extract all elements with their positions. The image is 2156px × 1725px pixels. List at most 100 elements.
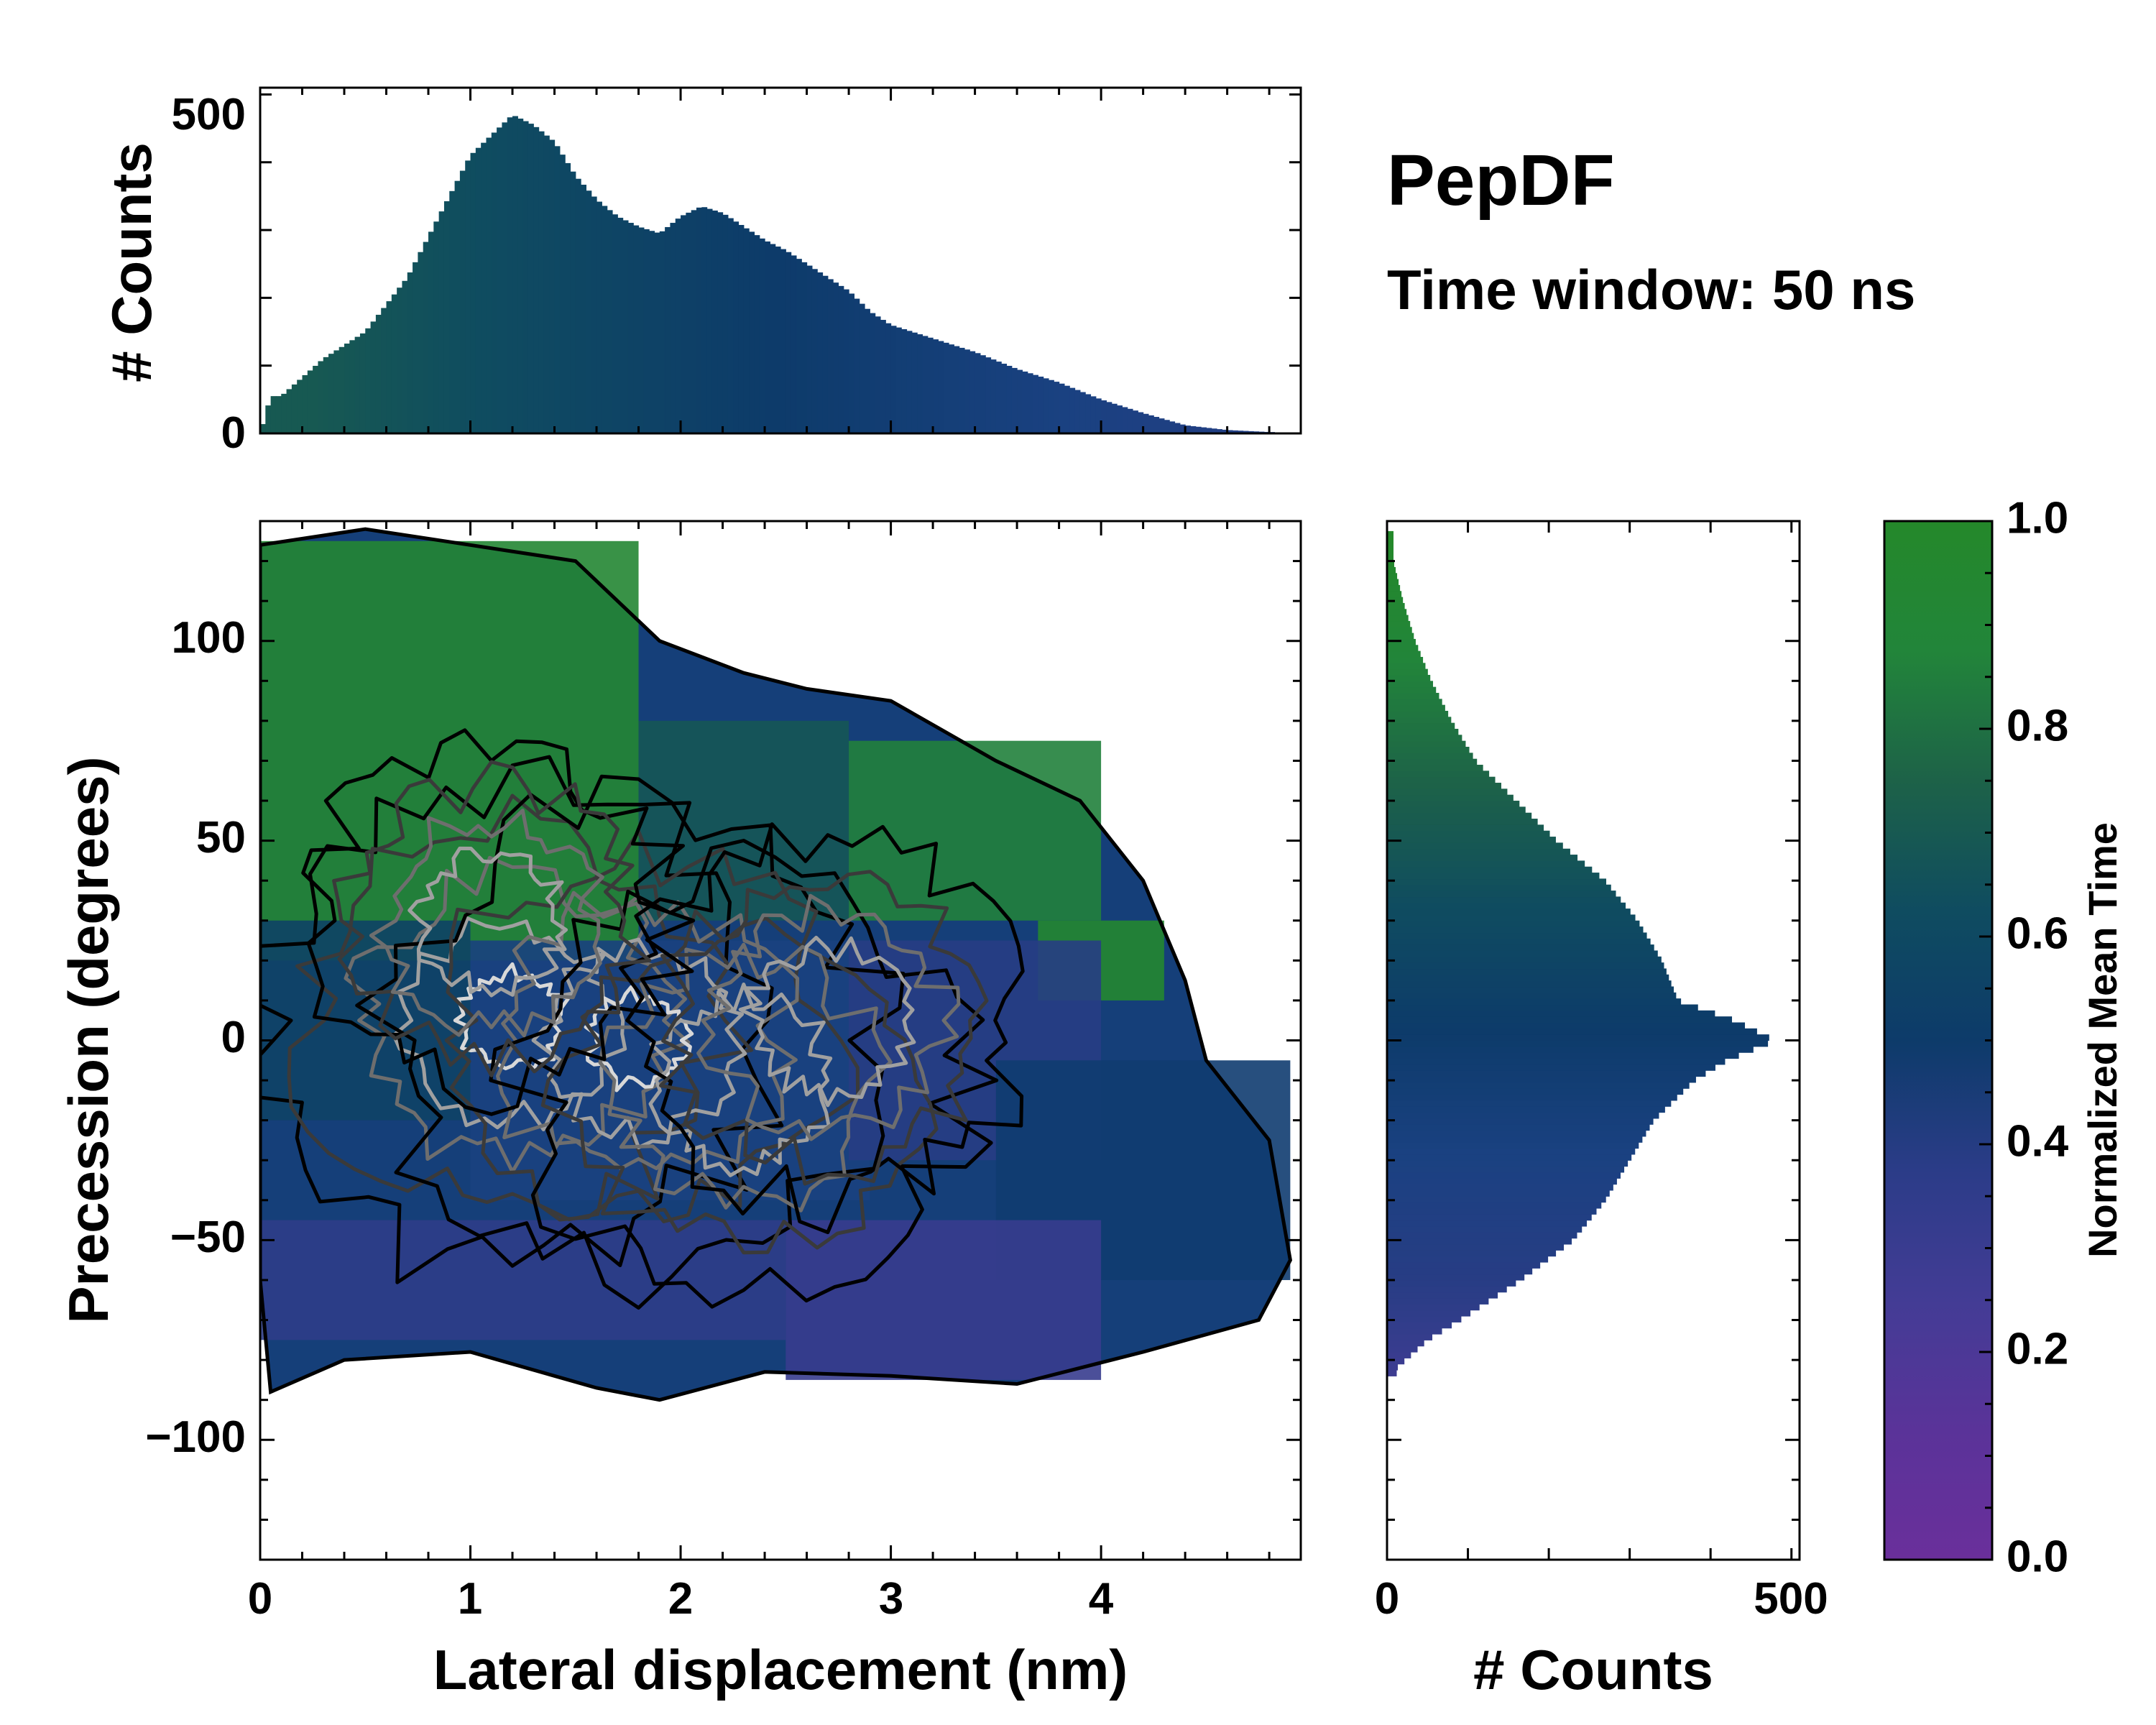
right-bar	[1387, 1279, 1516, 1287]
right-bar	[1387, 908, 1631, 916]
right-bar	[1387, 747, 1470, 753]
xtick-label-2: 2	[668, 1574, 693, 1624]
top-bar	[381, 308, 387, 433]
right-bar	[1387, 819, 1538, 825]
right-bar	[1387, 632, 1414, 640]
right-bar	[1387, 878, 1607, 886]
heatmap-region-1	[638, 720, 849, 921]
right-bar	[1387, 710, 1449, 717]
right-bar	[1387, 1250, 1557, 1257]
right-bar	[1387, 573, 1398, 580]
top-bar	[318, 361, 324, 433]
top-bar	[454, 180, 461, 433]
top-bar	[602, 206, 608, 433]
support-outline	[260, 527, 1293, 1402]
right-bar	[1387, 884, 1611, 891]
figure-subtitle: Time window: 50 ns	[1387, 258, 1915, 321]
colorbar-ticks	[1979, 520, 1992, 1561]
ytick-label-0: 0	[221, 1013, 246, 1062]
right-bar	[1387, 1268, 1533, 1275]
top-bar	[502, 122, 508, 433]
top-bar	[843, 289, 849, 433]
top-bar	[633, 225, 640, 433]
top-bar	[1106, 402, 1112, 433]
top-bar	[428, 231, 434, 433]
right-bar	[1387, 1148, 1636, 1155]
right-bar	[1387, 1196, 1606, 1203]
right-bar	[1387, 1292, 1498, 1299]
top-bar	[565, 162, 571, 434]
right-bar	[1387, 686, 1437, 694]
right-histogram: 0 500 # Counts	[1375, 520, 1828, 1701]
top-bar	[1232, 430, 1238, 433]
top-bar	[649, 231, 655, 433]
top-bar	[1138, 412, 1144, 433]
right-bar	[1387, 837, 1556, 843]
top-bar	[922, 336, 929, 433]
right-bar	[1387, 1238, 1572, 1245]
top-bar	[670, 223, 676, 433]
right-bar	[1387, 1333, 1433, 1340]
top-bar	[1074, 390, 1081, 433]
right-bar	[1387, 1220, 1587, 1227]
right-bar	[1387, 668, 1428, 676]
top-bar	[391, 294, 397, 433]
top-bar	[575, 178, 581, 433]
top-bar	[964, 349, 970, 433]
right-bar	[1387, 735, 1462, 742]
top-bar	[581, 184, 587, 433]
top-bar	[890, 326, 897, 433]
contour-peak-3-level-1	[659, 870, 989, 1186]
top-bar	[1211, 428, 1217, 433]
right-bar	[1387, 1070, 1706, 1077]
contour-peak-2-level-0	[489, 839, 999, 1309]
top-bar	[418, 252, 424, 433]
top-bar	[438, 211, 445, 433]
right-bar	[1387, 1363, 1399, 1371]
contour-peak-4-level-0	[301, 728, 696, 1116]
top-bar	[854, 298, 860, 433]
top-bar	[1064, 385, 1070, 433]
top-bar	[1090, 396, 1097, 433]
top-bar	[286, 389, 292, 433]
top-bar	[559, 155, 566, 433]
top-bar	[1079, 392, 1086, 433]
contour-peak-4-level-1	[332, 760, 652, 1077]
top-bar	[481, 142, 487, 434]
top-bar	[338, 346, 345, 433]
right-bar	[1387, 1202, 1602, 1209]
density-contours	[260, 728, 1025, 1310]
right-bar	[1387, 1064, 1715, 1071]
top-bar	[1227, 430, 1233, 433]
right-bar	[1387, 1297, 1489, 1305]
top-bar	[1085, 394, 1092, 433]
right-bar	[1387, 968, 1667, 975]
top-bar	[1201, 427, 1207, 433]
right-bar	[1387, 1076, 1696, 1083]
right-bar	[1387, 1352, 1411, 1358]
right-bar	[1387, 591, 1402, 598]
top-bar	[933, 339, 939, 433]
joint-map-ylabel: Precession (degrees)	[57, 756, 120, 1323]
colorbar-tick-0.8: 0.8	[2007, 701, 2068, 750]
top-bar	[333, 350, 340, 433]
top-bar	[675, 218, 681, 433]
right-bar	[1387, 950, 1658, 957]
right-bar	[1387, 1124, 1650, 1131]
right-bar	[1387, 620, 1411, 627]
ytick-label-50: 50	[196, 813, 246, 862]
top-bar	[1164, 420, 1170, 433]
top-bar	[980, 355, 986, 433]
right-bar	[1387, 812, 1532, 819]
right-bar	[1387, 530, 1394, 538]
right-bar	[1387, 788, 1508, 796]
top-bar	[995, 362, 1002, 433]
top-bar	[917, 334, 923, 433]
right-bar	[1387, 920, 1640, 927]
top-bar	[643, 229, 650, 433]
top-ytick-label-0: 0	[221, 408, 246, 458]
contour-peak-0-level-0	[260, 755, 784, 1284]
top-bar	[727, 218, 734, 433]
top-bar	[870, 313, 876, 433]
right-bar	[1387, 1286, 1507, 1293]
